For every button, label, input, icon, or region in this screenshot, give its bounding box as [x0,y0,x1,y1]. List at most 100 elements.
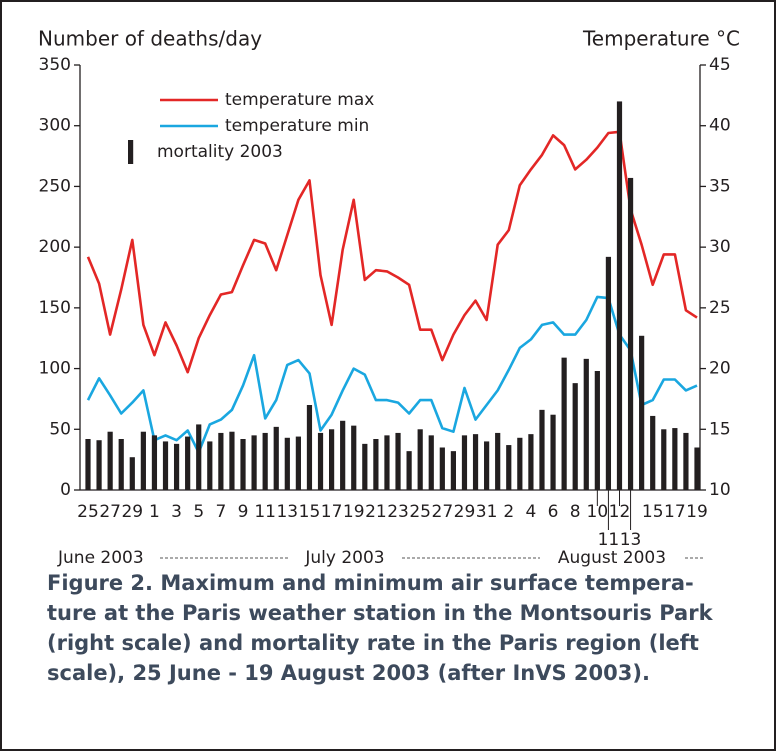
bar [683,432,689,490]
bar [96,440,102,490]
bar [528,434,534,490]
bar [694,447,700,490]
bar [306,405,313,490]
x-tick-label: 7 [215,502,226,522]
x-tick-label: 31 [476,502,498,522]
bar [495,432,501,490]
bar [162,441,169,490]
legend-swatch [128,140,134,164]
x-tick-label: 11 [254,502,276,522]
caption-line: (right scale) and mortality rate in the … [47,631,699,655]
bar [185,436,191,490]
x-tick-label: 2 [503,502,514,522]
x-tick-label: 29 [454,502,476,522]
x-tick-label: 4 [525,502,536,522]
bar [173,443,180,490]
x-tick-label: 27 [99,502,121,522]
y-tick-label: 350 [39,55,71,75]
bar [340,420,346,490]
bar [218,432,224,490]
bar [661,429,667,490]
x-tick-label: 12 [609,502,631,522]
y-tick-label: 100 [39,359,71,379]
x-tick-label: 5 [193,502,204,522]
bar [351,425,357,490]
y2-tick-label: 25 [709,298,731,318]
y-axis-label: Number of deaths/day [38,27,262,51]
bar [517,437,523,490]
bar [262,432,268,490]
bar [583,358,589,490]
y-tick-label: 200 [39,237,71,257]
month-label: August 2003 [558,548,666,568]
bar [85,439,91,490]
bar [406,451,412,490]
bar [539,409,545,490]
x-tick-label: 15 [299,502,321,522]
bar [550,414,556,490]
bar [196,424,202,490]
y2-tick-label: 20 [709,359,731,379]
bar [151,435,158,490]
y-tick-label: 150 [39,298,71,318]
bar [240,439,246,490]
x-tick-label: 10 [587,502,609,522]
x-tick-label: 25 [77,502,99,522]
y-tick-label: 250 [39,176,71,196]
line [86,130,698,374]
x-tick-label: 19 [343,502,365,522]
bar [472,434,479,490]
bar [329,429,335,490]
bar [295,436,301,490]
bar [461,435,468,490]
bar [639,335,645,490]
y2-tick-label: 40 [709,116,731,136]
bar [129,457,135,490]
bar [362,443,368,490]
x-tick-label: 19 [686,502,708,522]
legend-label: temperature max [225,90,374,110]
bar [229,431,235,490]
y2-tick-label: 45 [709,55,731,75]
x-tick-label: 23 [387,502,409,522]
legend-label: temperature min [225,116,369,136]
bar [561,357,567,490]
y-tick-label: 0 [60,480,71,500]
caption-line: ture at the Paris weather station in the… [47,601,714,625]
y-tick-label: 300 [39,116,71,136]
bar [384,435,390,490]
caption-line: scale), 25 June - 19 August 2003 (after … [47,661,650,685]
bar [395,432,401,490]
y2-tick-label: 30 [709,237,731,257]
bar [373,439,379,490]
bar [627,177,634,490]
x-tick-label: 6 [548,502,559,522]
bar [484,441,490,490]
x-tick-label: 27 [432,502,454,522]
legend-label: mortality 2003 [157,142,283,162]
bar [605,256,612,490]
x-tick-label: 11 [598,530,620,550]
x-tick-label: 15 [642,502,664,522]
bar [594,371,600,490]
x-tick-label: 25 [409,502,431,522]
bar [417,429,423,490]
bar [572,383,578,490]
y2-tick-label: 10 [709,480,731,500]
bar [118,439,124,490]
x-tick-label: 17 [664,502,686,522]
bar [107,431,113,490]
bar [439,447,445,490]
bar [207,441,213,490]
month-label: June 2003 [57,548,144,568]
x-tick-label: 1 [149,502,160,522]
x-tick-label: 29 [121,502,143,522]
y2-axis-label: Temperature °C [582,27,740,51]
month-label: July 2003 [304,548,384,568]
bar [251,435,257,490]
x-tick-label: 8 [570,502,581,522]
x-tick-label: 17 [321,502,343,522]
line [86,295,698,454]
